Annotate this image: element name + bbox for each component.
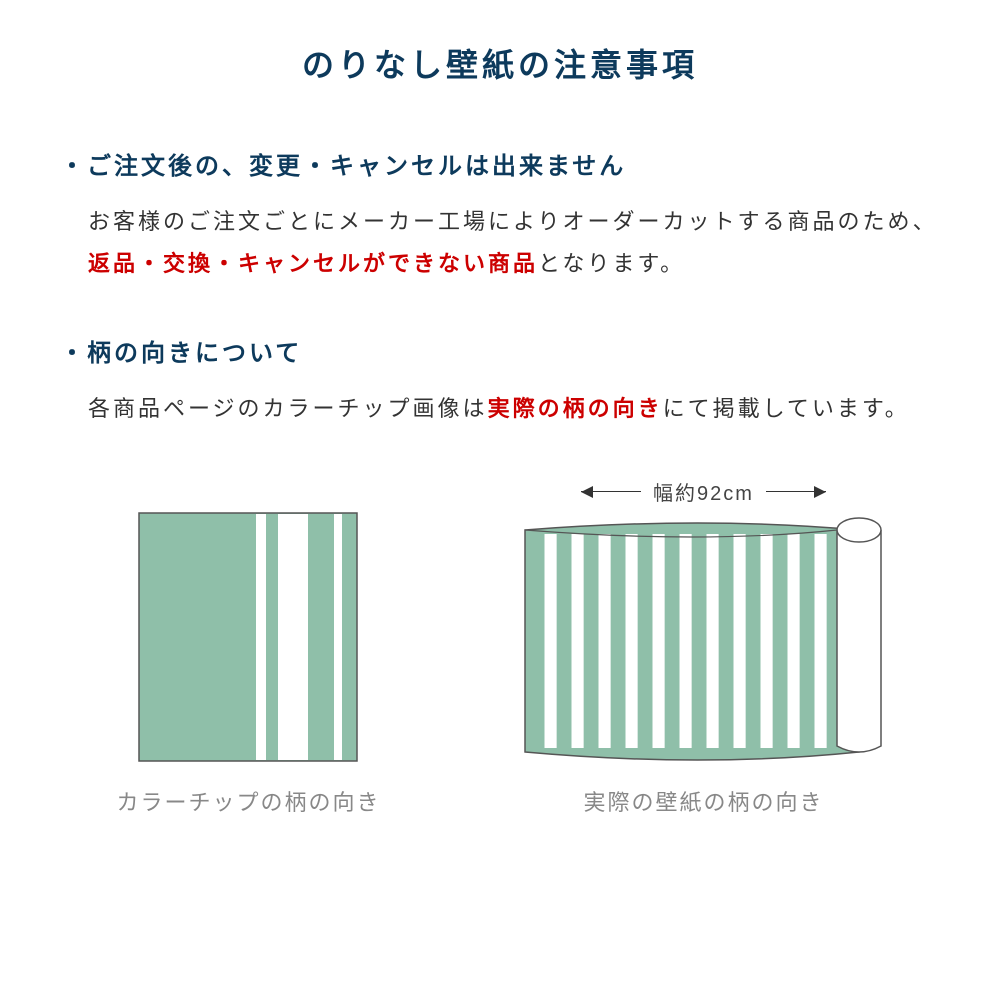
note-1-text-1: お客様のご注文ごとにメーカー工場によりオーダーカットする商品のため、	[88, 209, 938, 234]
arrow-right-icon	[766, 491, 826, 492]
note-1-heading: ・ご注文後の、変更・キャンセルは出来ません	[60, 146, 940, 181]
roll-caption: 実際の壁紙の柄の向き	[523, 785, 883, 817]
note-1-highlight: 返品・交換・キャンセルができない商品	[88, 251, 538, 276]
note-2-text-1: 各商品ページのカラーチップ画像は	[88, 396, 488, 421]
note-2-body: 各商品ページのカラーチップ画像は実際の柄の向きにて掲載しています。	[60, 388, 940, 430]
page-title: のりなし壁紙の注意事項	[60, 40, 940, 86]
note-1-body: お客様のご注文ごとにメーカー工場によりオーダーカットする商品のため、返品・交換・…	[60, 201, 940, 285]
note-1-text-2: となります。	[538, 251, 685, 276]
chip-caption: カラーチップの柄の向き	[116, 785, 380, 817]
roll-illustration	[523, 512, 883, 762]
diagram-chip: カラーチップの柄の向き	[116, 478, 380, 817]
arrow-left-icon	[581, 491, 641, 492]
note-2-heading: ・柄の向きについて	[60, 333, 940, 368]
note-2-highlight: 実際の柄の向き	[488, 396, 663, 421]
diagram-roll: 幅約92cm 実際の壁紙の柄の向き	[523, 477, 883, 817]
chip-illustration	[138, 512, 358, 762]
note-2: ・柄の向きについて 各商品ページのカラーチップ画像は実際の柄の向きにて掲載してい…	[60, 333, 940, 430]
note-1: ・ご注文後の、変更・キャンセルは出来ません お客様のご注文ごとにメーカー工場によ…	[60, 146, 940, 285]
diagram-row: カラーチップの柄の向き 幅約92cm 実際の壁紙の柄の向き	[60, 477, 940, 817]
note-2-text-2: にて掲載しています。	[663, 396, 910, 421]
width-arrow: 幅約92cm	[523, 477, 883, 506]
width-label: 幅約92cm	[653, 477, 754, 506]
